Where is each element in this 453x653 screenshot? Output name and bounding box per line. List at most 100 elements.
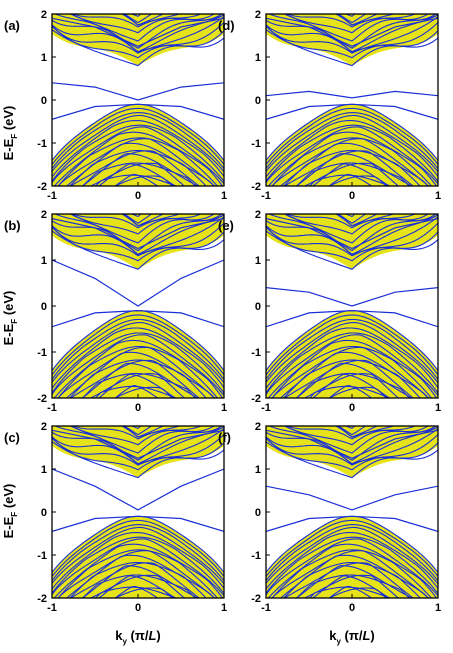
conduction-band-line xyxy=(286,426,417,440)
valence-band-line xyxy=(52,536,224,594)
valence-band-line xyxy=(266,332,438,394)
edge-state-line-1 xyxy=(52,309,224,328)
valence-band-line xyxy=(89,574,186,598)
conduction-band-line xyxy=(284,426,429,446)
conduction-band-line xyxy=(130,426,142,429)
valence-band-line xyxy=(328,175,387,186)
conduction-band-line xyxy=(266,434,438,466)
valence-band-line xyxy=(266,318,438,380)
valence-band-line xyxy=(57,138,216,186)
valence-band-line xyxy=(52,526,224,585)
valence-band-line xyxy=(52,124,224,182)
edge-state-line-0 xyxy=(52,82,224,101)
valence-band-line xyxy=(52,112,224,169)
conduction-band-line xyxy=(70,426,215,446)
conduction-band-line xyxy=(337,426,379,438)
conduction-band-line xyxy=(52,426,224,465)
plot-area xyxy=(266,214,438,398)
valence-band-line xyxy=(295,372,410,398)
valence-band-line xyxy=(283,561,421,598)
y-tick-label: -1 xyxy=(251,550,261,562)
y-tick-label: 2 xyxy=(255,9,261,21)
conduction-band-line xyxy=(52,22,224,54)
conduction-band-line xyxy=(344,214,356,218)
x-tick-label: 1 xyxy=(435,602,441,614)
y-tick-label: 1 xyxy=(41,255,47,267)
conduction-band-line xyxy=(52,222,224,257)
conduction-band-line xyxy=(268,14,438,49)
conduction-band-line xyxy=(52,0,224,8)
valence-band-line xyxy=(52,126,224,184)
valence-band-line xyxy=(266,124,438,182)
valence-band-line xyxy=(312,373,391,398)
y-tick-label: 1 xyxy=(255,52,261,64)
x-axis-title-prefix: (π/ xyxy=(341,628,363,643)
valence-band-line xyxy=(69,359,207,398)
edge-state-line-2 xyxy=(52,218,224,250)
edge-state-line-1 xyxy=(52,515,224,532)
valence-band-line xyxy=(52,519,224,577)
edge-state-line-0 xyxy=(266,90,438,99)
y-axis-title-unit: (eV) xyxy=(1,291,16,319)
valence-band-line xyxy=(266,519,438,577)
edge-state-line-1 xyxy=(52,103,224,120)
conduction-band-line xyxy=(266,25,438,59)
panel-label: (d) xyxy=(218,18,235,33)
y-tick-label: -1 xyxy=(37,138,47,150)
y-tick-label: -1 xyxy=(37,347,47,359)
conduction-band-line xyxy=(54,14,224,49)
valence-band-line xyxy=(303,373,400,398)
conduction-band-line xyxy=(266,437,438,471)
valence-band-line xyxy=(69,150,200,186)
valence-band-line xyxy=(52,119,224,178)
valence-band-line xyxy=(52,531,224,590)
x-axis-title-left: ky (π/L) xyxy=(115,628,161,646)
valence-band-line xyxy=(52,524,224,581)
conduction-band-line xyxy=(286,214,417,229)
y-axis-title-sub: F xyxy=(10,134,19,139)
valence-band-line xyxy=(52,327,224,389)
edge-state-line-2 xyxy=(266,17,438,47)
valence-band-line xyxy=(267,131,438,186)
valence-band-line xyxy=(52,321,224,384)
valence-band-line xyxy=(81,372,196,398)
x-tick-label: 1 xyxy=(435,190,441,202)
valence-band-line xyxy=(328,587,387,598)
panel-label: (c) xyxy=(4,430,20,445)
conduction-band-line xyxy=(54,214,224,252)
x-tick-label: -1 xyxy=(47,190,57,202)
valence-band-line xyxy=(52,538,224,596)
conduction-band-line xyxy=(72,426,203,440)
x-axis-title-right: ky (π/L) xyxy=(329,628,375,646)
valence-band-line xyxy=(271,549,433,598)
conduction-band-line xyxy=(266,214,438,255)
valence-band-line xyxy=(57,345,219,398)
edge-state-line-1 xyxy=(266,103,438,120)
x-axis-title-prefix: (π/ xyxy=(127,628,149,643)
conduction-band-line xyxy=(337,426,367,436)
valence-band-line xyxy=(81,362,199,398)
conduction-band-line xyxy=(266,0,438,8)
conduction-band-line xyxy=(337,14,367,24)
valence-band-line xyxy=(52,114,224,173)
y-tick-label: 1 xyxy=(41,464,47,476)
valence-band-fill xyxy=(266,310,438,398)
valence-band-fill xyxy=(52,516,224,598)
valence-band-line xyxy=(312,163,391,186)
conduction-band-line xyxy=(54,426,224,461)
valence-band-line xyxy=(271,550,430,598)
y-axis-title-unit: (eV) xyxy=(1,106,16,134)
conduction-band-line xyxy=(52,25,224,59)
x-tick-label: -1 xyxy=(261,602,271,614)
plot-area xyxy=(52,426,224,598)
conduction-band-line xyxy=(266,222,438,257)
conduction-band-line xyxy=(52,14,224,53)
y-tick-label: 0 xyxy=(41,507,47,519)
x-tick-label: -1 xyxy=(261,402,271,414)
valence-band-line xyxy=(52,314,224,376)
conduction-band-line xyxy=(284,214,429,235)
